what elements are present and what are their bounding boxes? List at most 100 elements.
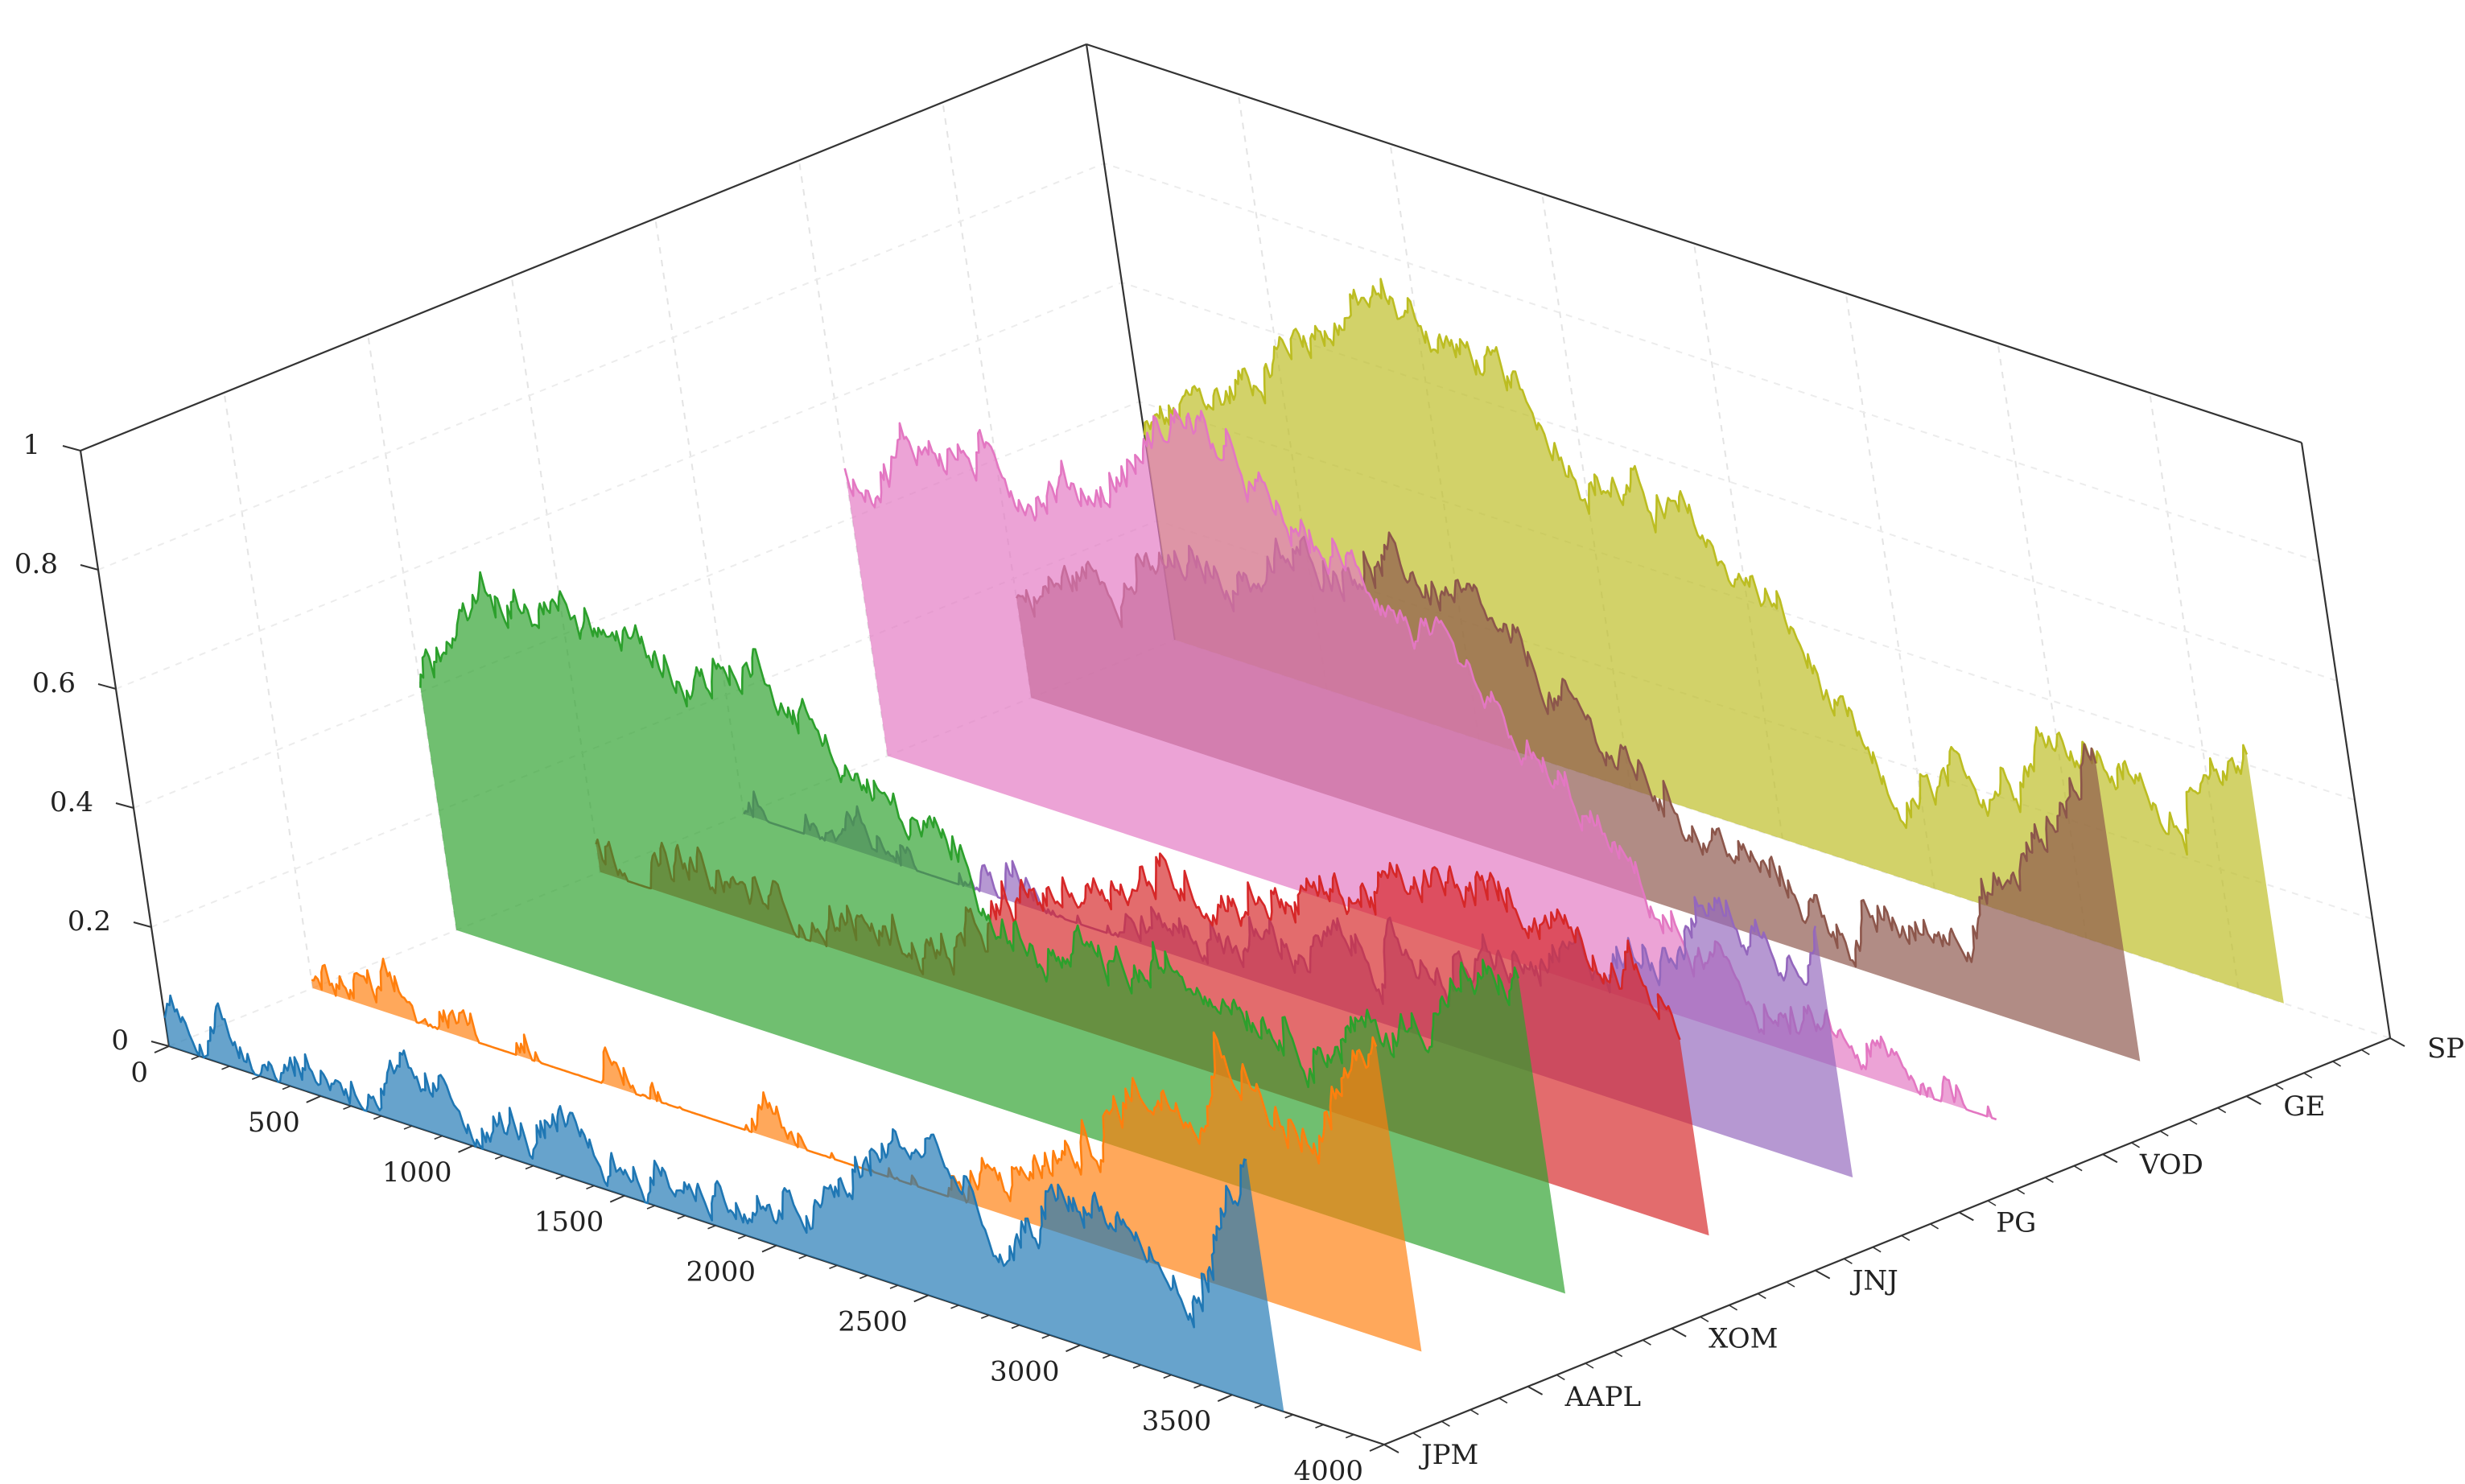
- x-tick-0: [154, 1045, 170, 1053]
- x-minor-tick: [1102, 1354, 1111, 1359]
- z-tick-5: [62, 445, 81, 451]
- cat-tick-0: [1383, 1444, 1399, 1453]
- x-minor-tick: [1041, 1334, 1051, 1339]
- x-tick-2: [458, 1144, 473, 1153]
- gridline-cat-left-1: [223, 392, 314, 989]
- x-minor-tick: [434, 1135, 443, 1140]
- x-tick-label-8: 4000: [1293, 1455, 1363, 1484]
- cat-minor-tick: [2360, 1049, 2370, 1056]
- cat-minor-tick: [2131, 1142, 2140, 1148]
- x-tick-8: [1369, 1444, 1385, 1452]
- x-minor-tick: [1254, 1404, 1263, 1409]
- box-edge-4: [79, 450, 171, 1047]
- cat-label-ge: GE: [2283, 1090, 2325, 1123]
- cat-minor-tick: [1412, 1432, 1422, 1439]
- x-minor-tick: [1284, 1414, 1294, 1419]
- x-minor-tick: [1132, 1364, 1142, 1369]
- x-tick-5: [913, 1294, 930, 1303]
- cat-minor-tick: [2188, 1119, 2198, 1125]
- x-minor-tick: [859, 1274, 868, 1280]
- z-tick-label-3: 0.6: [32, 667, 76, 699]
- cat-tick-6: [2245, 1095, 2261, 1106]
- line-jpm: [163, 994, 1247, 1329]
- cat-label-jpm: JPM: [1419, 1439, 1478, 1471]
- x-minor-tick: [525, 1165, 534, 1170]
- x-tick-6: [1066, 1344, 1081, 1353]
- cat-minor-tick: [1844, 1258, 1853, 1264]
- cat-minor-tick: [1872, 1247, 1882, 1253]
- z-tick-2: [115, 802, 134, 809]
- cat-label-vod: VOD: [2139, 1148, 2203, 1181]
- x-tick-label-1: 500: [248, 1107, 300, 1139]
- x-minor-tick: [889, 1284, 899, 1289]
- series-areas: [163, 278, 2284, 1412]
- cat-minor-tick: [2073, 1165, 2083, 1172]
- x-minor-tick: [829, 1264, 838, 1269]
- cat-minor-tick: [1643, 1339, 1651, 1346]
- gridline-x-back-4: [1693, 243, 1783, 839]
- x-minor-tick: [494, 1155, 504, 1160]
- cat-minor-tick: [1786, 1281, 1795, 1288]
- cat-label-xom: XOM: [1709, 1323, 1778, 1355]
- x-minor-tick: [677, 1214, 686, 1220]
- x-minor-tick: [282, 1085, 291, 1090]
- x-minor-tick: [343, 1105, 352, 1110]
- line-spg: [1143, 278, 2249, 856]
- x-minor-tick: [1345, 1433, 1354, 1439]
- area-vod: [844, 409, 1997, 1120]
- gridline-cat-left-2: [367, 334, 458, 930]
- x-tick-label-0: 0: [130, 1057, 148, 1089]
- x-minor-tick: [950, 1305, 959, 1309]
- series-jpm: [163, 994, 1284, 1412]
- gridline-cat-left-5: [798, 160, 888, 756]
- cat-minor-tick: [1498, 1397, 1508, 1404]
- gridline-x-back-3: [1541, 193, 1632, 789]
- cat-label-jnj: JNJ: [1850, 1265, 1898, 1297]
- x-minor-tick: [586, 1185, 595, 1189]
- cat-minor-tick: [1729, 1305, 1737, 1311]
- category-axis: JPM AAPL XOM JNJ PG VOD GE SPG: [1383, 1033, 2465, 1471]
- x-tick-label-3: 1500: [534, 1206, 604, 1239]
- x-minor-tick: [646, 1205, 656, 1210]
- cat-minor-tick: [1757, 1292, 1766, 1300]
- box-edge-3: [2300, 442, 2392, 1039]
- cat-minor-tick: [2045, 1177, 2054, 1183]
- box-edge-1: [80, 43, 1087, 452]
- cat-tick-5: [2102, 1153, 2118, 1164]
- area-spg: [1144, 278, 2284, 1004]
- cat-minor-tick: [1585, 1362, 1594, 1369]
- cat-minor-tick: [2274, 1084, 2284, 1090]
- x-minor-tick: [980, 1314, 990, 1319]
- x-minor-tick: [403, 1125, 413, 1130]
- x-tick-7: [1217, 1394, 1233, 1403]
- x-minor-tick: [251, 1075, 261, 1080]
- box-edge-5: [1383, 1037, 2391, 1446]
- x-minor-tick: [707, 1225, 716, 1230]
- series-xom: [419, 571, 1565, 1294]
- cat-minor-tick: [1901, 1235, 1911, 1241]
- gridline-cat-left-4: [654, 218, 745, 814]
- x-minor-tick: [191, 1055, 200, 1061]
- gridline-x-back-6: [1997, 343, 2088, 939]
- x-tick-1: [306, 1094, 322, 1103]
- z-tick-label-5: 1: [23, 429, 40, 461]
- x-tick-4: [761, 1244, 777, 1253]
- x-minor-tick: [1193, 1384, 1202, 1389]
- cat-minor-tick: [1987, 1200, 1997, 1206]
- x-minor-tick: [373, 1115, 382, 1120]
- x-tick-label-4: 2000: [686, 1256, 756, 1288]
- z-tick-4: [80, 564, 99, 571]
- x-minor-tick: [1315, 1424, 1324, 1428]
- cat-minor-tick: [2332, 1061, 2341, 1067]
- area-xom: [420, 572, 1565, 1294]
- cat-label-aapl: AAPL: [1564, 1381, 1642, 1413]
- cat-minor-tick: [1614, 1350, 1623, 1358]
- z-tick-label-1: 0.2: [68, 905, 111, 938]
- z-tick-label-2: 0.4: [50, 786, 93, 818]
- x-minor-tick: [798, 1255, 808, 1259]
- cat-minor-tick: [2217, 1107, 2227, 1114]
- gridline-x-back-5: [1845, 293, 1935, 889]
- x-minor-tick: [221, 1066, 230, 1070]
- cat-tick-3: [1815, 1269, 1831, 1280]
